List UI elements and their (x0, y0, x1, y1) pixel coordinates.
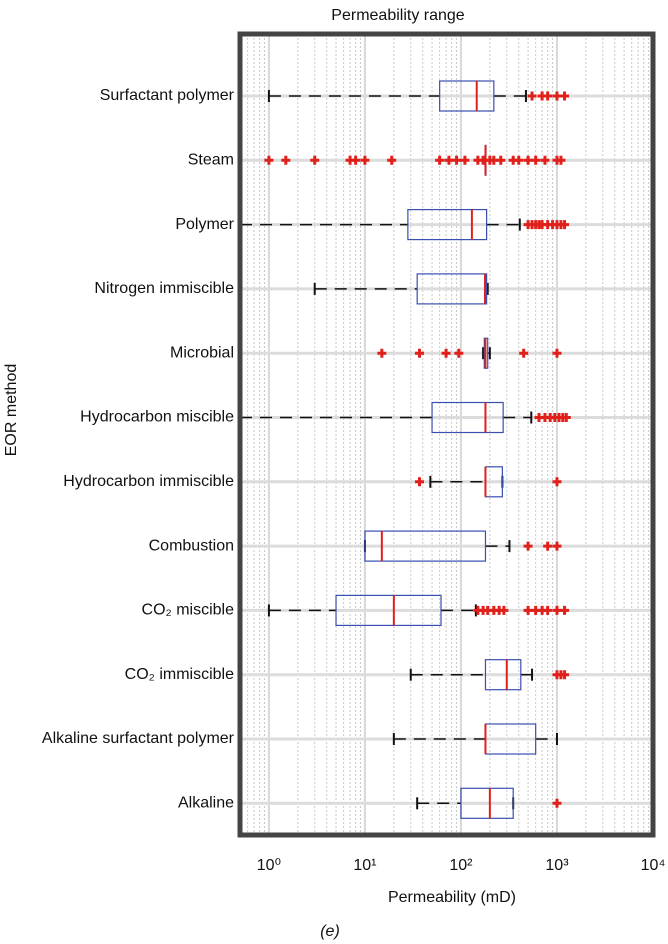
outlier (281, 155, 291, 165)
box-group (409, 659, 570, 691)
outlier (460, 155, 470, 165)
x-tick-label: 10⁴ (641, 857, 666, 874)
outlier (560, 605, 570, 615)
box-group (313, 273, 489, 305)
box (484, 723, 537, 755)
box-group (267, 80, 570, 112)
x-tick-label: 10² (449, 857, 473, 874)
box (407, 209, 488, 241)
caption: (e) (320, 923, 340, 940)
x-tick-label: 10¹ (353, 857, 376, 874)
y-tick-label: Hydrocarbon miscible (80, 409, 234, 426)
box-group (264, 144, 566, 176)
y-tick-label: Nitrogen immiscible (94, 280, 234, 297)
outlier (523, 541, 533, 551)
outlier (561, 413, 571, 422)
outlier (360, 155, 370, 165)
outlier (452, 155, 462, 165)
outlier (310, 155, 320, 165)
y-axis-label: EOR method (3, 364, 20, 456)
x-tick-label: 10⁰ (257, 857, 281, 874)
box-group (239, 401, 571, 434)
outlier (454, 348, 464, 358)
y-tick-label: CO₂ immiscible (125, 666, 234, 683)
plot-frame (237, 31, 656, 838)
outlier (543, 541, 553, 551)
box (431, 401, 504, 434)
outlier (264, 155, 274, 165)
outlier (387, 155, 397, 165)
outlier (543, 605, 553, 615)
y-tick-label: Combustion (149, 537, 234, 554)
x-axis-label: Permeability (mD) (388, 889, 516, 906)
box (484, 466, 503, 498)
outlier (527, 91, 537, 101)
outlier (441, 348, 451, 358)
outlier (552, 798, 562, 808)
box (364, 530, 487, 562)
box (484, 659, 522, 691)
outlier (499, 605, 509, 615)
box-group (414, 466, 562, 498)
box (439, 80, 495, 112)
outlier (514, 155, 524, 165)
outlier (556, 155, 566, 165)
y-tick-label: Alkaline (178, 795, 234, 812)
outlier (552, 477, 562, 487)
y-tick-label: Steam (188, 152, 234, 169)
box (416, 273, 488, 305)
box-group (377, 337, 562, 369)
y-tick-label: Surfactant polymer (100, 87, 235, 104)
y-tick-label: Polymer (175, 216, 234, 233)
outlier (540, 155, 550, 165)
box (460, 787, 514, 819)
outlier (523, 155, 533, 165)
y-tick-label: Microbial (170, 344, 234, 361)
outlier (519, 348, 529, 358)
outlier (523, 605, 533, 615)
outlier (496, 155, 506, 165)
y-tick-label: Alkaline surfactant polymer (42, 730, 235, 747)
outlier (444, 155, 454, 165)
outlier (377, 348, 387, 358)
box-group (363, 530, 562, 562)
outlier (435, 155, 445, 165)
box-group (392, 723, 558, 755)
outlier (560, 670, 570, 680)
outlier (552, 541, 562, 551)
outlier (552, 605, 562, 615)
box (335, 594, 442, 627)
box-group (239, 209, 570, 241)
outlier (543, 91, 553, 101)
x-tick-label: 10³ (545, 857, 569, 874)
outlier (552, 348, 562, 358)
box-group (267, 594, 570, 627)
y-tick-label: Hydrocarbon immiscible (63, 473, 234, 490)
outlier (531, 155, 541, 165)
outlier (560, 91, 570, 101)
outlier (414, 348, 424, 358)
box-group (416, 787, 562, 819)
outlier (560, 220, 570, 230)
outlier (414, 477, 424, 487)
chart-title: Permeability range (331, 7, 465, 24)
y-tick-label: CO₂ miscible (142, 602, 235, 619)
outlier (351, 155, 361, 165)
outlier (552, 91, 562, 101)
